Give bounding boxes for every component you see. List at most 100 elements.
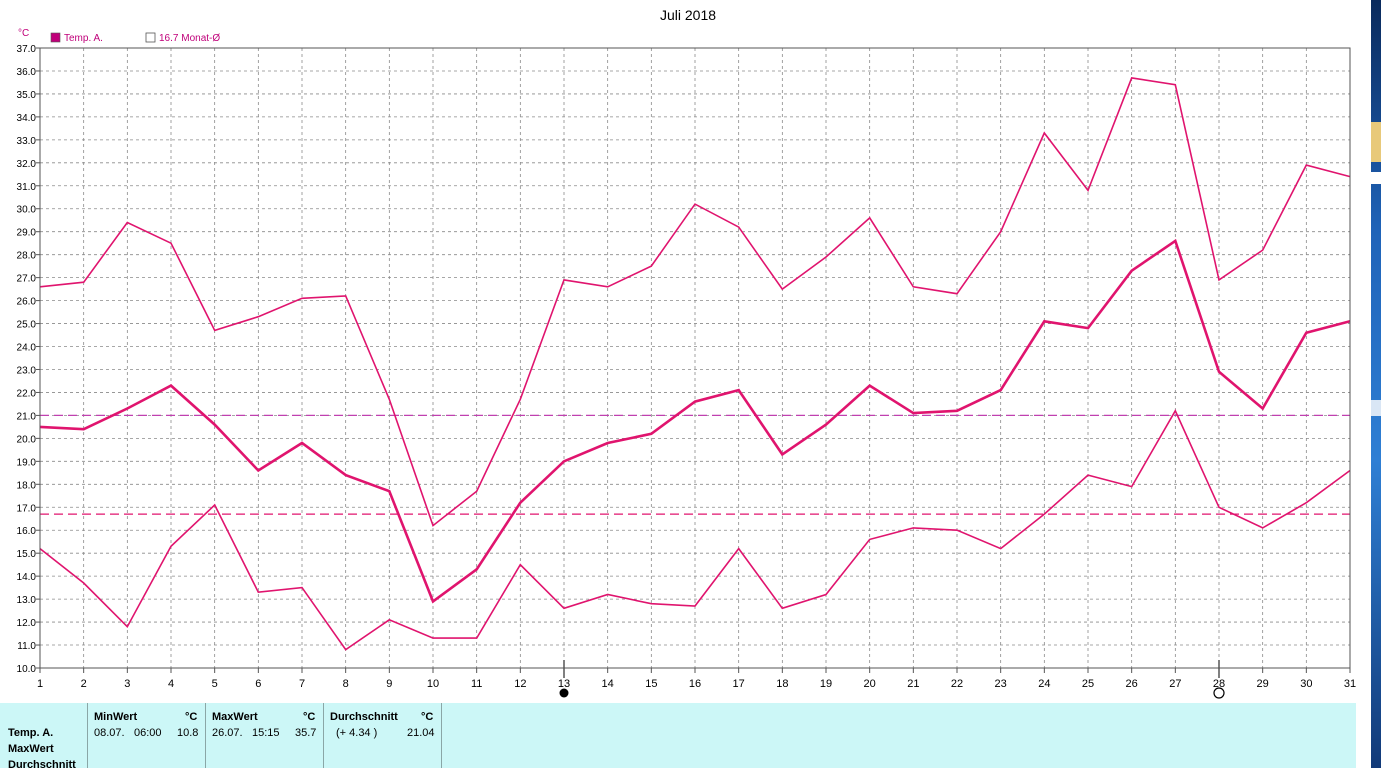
new-moon-icon bbox=[559, 688, 569, 698]
y-tick-label: 17.0 bbox=[17, 503, 37, 514]
legend-label-temp: Temp. A. bbox=[64, 33, 103, 44]
x-axis: 1 2 3 4 5 6 7 8 9 10 11 12 13 14 15 16 17 18 19 20 21 22 23 24 2… bbox=[37, 668, 1356, 690]
avg-unit: °C bbox=[421, 711, 434, 723]
y-tick-label: 25.0 bbox=[17, 320, 37, 331]
temperature-chart: Juli 2018 °C Temp. A. 16.7 Monat-Ø 10.01… bbox=[17, 7, 1356, 699]
y-tick-label: 11.0 bbox=[17, 641, 36, 652]
legend: Temp. A. 16.7 Monat-Ø bbox=[50, 32, 220, 44]
x-tick-label: 20 bbox=[864, 678, 876, 690]
x-tick-label: 16 bbox=[689, 678, 701, 690]
x-tick-label: 31 bbox=[1344, 678, 1356, 690]
y-tick-label: 37.0 bbox=[17, 44, 37, 55]
min-date: 08.07. bbox=[94, 727, 125, 739]
y-tick-label: 30.0 bbox=[17, 205, 37, 216]
row-label-max: MaxWert bbox=[8, 743, 54, 755]
x-tick-label: 23 bbox=[995, 678, 1007, 690]
x-tick-label: 2 bbox=[81, 678, 87, 690]
legend-label-monthly-avg: 16.7 Monat-Ø bbox=[159, 33, 220, 44]
stats-panel: Temp. A. MaxWert Durchschnitt MinWert °C… bbox=[0, 703, 1356, 771]
x-tick-label: 14 bbox=[602, 678, 614, 690]
x-tick-label: 4 bbox=[168, 678, 174, 690]
stats-max-column: MaxWert °C 26.07. 15:15 35.7 bbox=[206, 703, 324, 768]
y-tick-label: 34.0 bbox=[17, 113, 37, 124]
desktop-folder-icon[interactable] bbox=[1371, 122, 1381, 162]
plot-frame bbox=[39, 47, 1351, 669]
x-tick-label: 11 bbox=[471, 678, 482, 690]
min-value: 10.8 bbox=[177, 727, 199, 739]
max-value: 35.7 bbox=[295, 727, 317, 739]
stats-avg-column: Durchschnitt °C (+ 4.34 ) 21.04 bbox=[324, 703, 442, 768]
y-tick-label: 18.0 bbox=[17, 480, 37, 491]
y-tick-label: 28.0 bbox=[17, 251, 37, 262]
y-tick-label: 15.0 bbox=[17, 549, 37, 560]
y-tick-label: 35.0 bbox=[17, 90, 37, 101]
max-date: 26.07. bbox=[212, 727, 243, 739]
x-tick-label: 6 bbox=[255, 678, 261, 690]
y-tick-label: 36.0 bbox=[17, 67, 37, 78]
chart-title: Juli 2018 bbox=[660, 7, 716, 23]
y-tick-label: 16.0 bbox=[17, 526, 37, 537]
series-line-min bbox=[39, 409, 1351, 651]
y-tick-label: 19.0 bbox=[17, 457, 37, 468]
x-tick-label: 22 bbox=[951, 678, 963, 690]
stats-min-column: MinWert °C 08.07. 06:00 10.8 bbox=[88, 703, 206, 768]
max-header: MaxWert bbox=[212, 711, 258, 723]
y-tick-label: 21.0 bbox=[17, 411, 37, 422]
x-tick-label: 24 bbox=[1038, 678, 1050, 690]
y-tick-label: 31.0 bbox=[17, 182, 37, 193]
desktop-wallpaper-strip bbox=[1371, 0, 1381, 768]
legend-swatch-monthly-avg bbox=[145, 32, 156, 43]
full-moon-icon bbox=[1213, 687, 1225, 699]
x-tick-label: 17 bbox=[733, 678, 745, 690]
grid bbox=[40, 48, 1350, 668]
max-unit: °C bbox=[303, 711, 316, 723]
x-tick-label: 19 bbox=[820, 678, 832, 690]
x-tick-label: 25 bbox=[1082, 678, 1094, 690]
series-line-average bbox=[39, 238, 1351, 604]
series-line-max bbox=[39, 77, 1351, 527]
y-axis-unit: °C bbox=[18, 28, 29, 39]
desktop-edge bbox=[1356, 0, 1381, 768]
avg-value: 21.04 bbox=[407, 727, 435, 739]
y-tick-label: 24.0 bbox=[17, 343, 37, 354]
x-tick-label: 5 bbox=[212, 678, 218, 690]
y-axis: 10.0 11.0 12.0 13.0 14.0 15.0 16.0 17.0 18.0 19.0… bbox=[17, 44, 40, 675]
y-tick-label: 32.0 bbox=[17, 159, 37, 170]
series-lines bbox=[39, 77, 1351, 651]
x-tick-label: 30 bbox=[1300, 678, 1312, 690]
x-tick-label: 15 bbox=[645, 678, 657, 690]
min-unit: °C bbox=[185, 711, 198, 723]
y-tick-label: 12.0 bbox=[17, 618, 37, 629]
x-tick-label: 28 bbox=[1213, 678, 1225, 690]
y-tick-label: 27.0 bbox=[17, 274, 37, 285]
y-tick-label: 29.0 bbox=[17, 228, 37, 239]
stats-row-labels: Temp. A. MaxWert Durchschnitt bbox=[0, 703, 88, 771]
x-tick-label: 21 bbox=[907, 678, 919, 690]
row-label-temp: Temp. A. bbox=[8, 727, 54, 739]
x-tick-label: 3 bbox=[124, 678, 130, 690]
x-tick-label: 29 bbox=[1257, 678, 1269, 690]
x-tick-label: 10 bbox=[427, 678, 439, 690]
y-tick-label: 26.0 bbox=[17, 297, 37, 308]
x-tick-label: 7 bbox=[299, 678, 305, 690]
desktop-shortcut-icon[interactable] bbox=[1371, 400, 1381, 416]
desktop-file-icon[interactable] bbox=[1371, 172, 1381, 184]
y-tick-label: 20.0 bbox=[17, 434, 37, 445]
x-tick-label: 12 bbox=[514, 678, 526, 690]
avg-delta: (+ 4.34 ) bbox=[336, 727, 378, 739]
avg-header: Durchschnitt bbox=[330, 711, 398, 723]
x-tick-label: 8 bbox=[343, 678, 349, 690]
y-tick-label: 33.0 bbox=[17, 136, 37, 147]
min-time: 06:00 bbox=[134, 727, 162, 739]
moon-phase-markers bbox=[559, 660, 1225, 699]
y-tick-label: 23.0 bbox=[17, 365, 37, 376]
reference-lines bbox=[40, 414, 1350, 515]
x-tick-label: 13 bbox=[558, 678, 570, 690]
legend-swatch-temp bbox=[50, 32, 61, 43]
y-tick-label: 13.0 bbox=[17, 595, 37, 606]
y-tick-label: 14.0 bbox=[17, 572, 37, 583]
x-tick-label: 1 bbox=[37, 678, 43, 690]
y-tick-label: 22.0 bbox=[17, 388, 37, 399]
x-tick-label: 9 bbox=[386, 678, 392, 690]
row-label-avg: Durchschnitt bbox=[8, 759, 76, 771]
